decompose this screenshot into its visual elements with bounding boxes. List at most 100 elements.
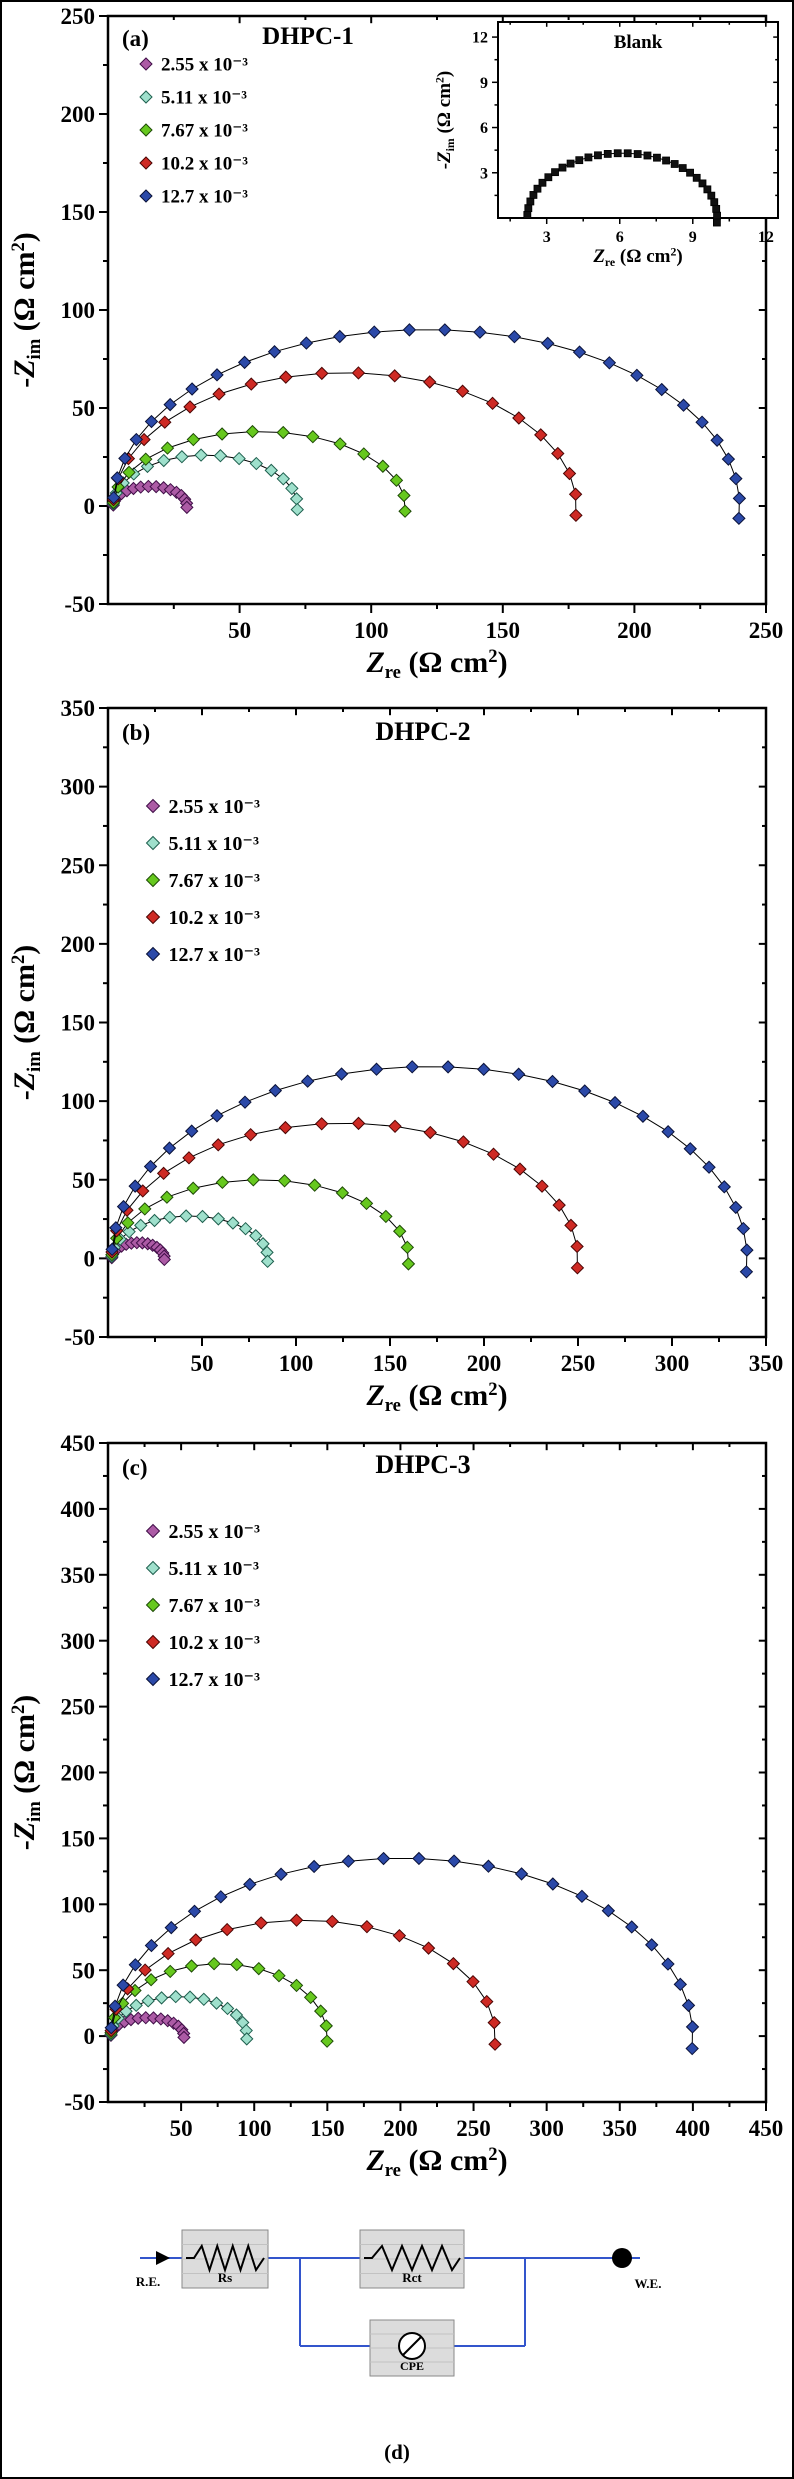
nyquist-plot-dhpc2: 50 100 150 200 250 300 350 -50 0 50 100 150 200 250 30… (8, 696, 783, 1416)
x-tick-label: 250 (749, 618, 784, 643)
data-marker-icon (570, 1239, 584, 1254)
y-tick-label: 250 (61, 853, 96, 878)
data-marker-icon (183, 400, 197, 414)
x-tick-label: 200 (383, 2116, 418, 2141)
data-marker-icon (129, 432, 144, 447)
data-marker-icon (526, 197, 535, 206)
data-marker-icon (238, 1221, 253, 1236)
y-tick-label: 350 (61, 696, 96, 721)
y-tick-label: 100 (61, 1089, 96, 1114)
axis-ticks (99, 707, 767, 1346)
data-marker-icon (186, 1181, 200, 1195)
data-marker-icon (369, 1062, 384, 1076)
resistor-rct: Rct (359, 2229, 465, 2289)
data-marker-icon (249, 456, 264, 471)
data-marker-icon (405, 1060, 419, 1074)
data-marker-icon (211, 1138, 225, 1152)
data-marker-icon (289, 1913, 304, 1927)
data-marker-icon (118, 451, 132, 466)
legend: 2.55 x 10⁻³ 5.11 x 10⁻³ 7.67 x 10⁻³ 10.2 x … (139, 55, 248, 208)
y-axis-label: -Zim (Ω cm2) (8, 945, 45, 1101)
data-marker-icon (661, 1125, 675, 1139)
y-tick-label: 200 (61, 1761, 96, 1786)
data-marker-icon (272, 1968, 286, 1983)
y-tick-label: -50 (64, 1325, 95, 1350)
y-tick-label: 50 (72, 1168, 95, 1193)
circuit: Rs Rct CPE R.E. W.E. (136, 2229, 661, 2377)
data-marker-icon (558, 163, 567, 172)
data-marker-icon (608, 1095, 622, 1110)
plot-frame (106, 706, 768, 1339)
data-marker-icon (566, 159, 575, 168)
data-marker-icon (400, 1240, 415, 1255)
data-marker-icon (278, 1120, 293, 1135)
data-marker-icon (154, 1991, 169, 2005)
data-marker-icon (351, 366, 366, 380)
x-tick-label: 3 (543, 229, 551, 246)
data-marker-icon (134, 1218, 148, 1233)
data-marker-icon (163, 1210, 177, 1225)
data-marker-icon (603, 150, 612, 158)
data-marker-icon (703, 185, 712, 194)
data-marker-icon (402, 323, 417, 337)
data-marker-icon (220, 2001, 235, 2016)
x-axis-label: Zre (Ω cm2) (365, 2144, 507, 2181)
x-tick-label: 100 (354, 618, 389, 643)
y-tick-label: 0 (84, 2024, 96, 2049)
data-marker-icon (678, 164, 687, 172)
data-marker-icon (466, 1974, 480, 1989)
data-marker-icon (207, 1956, 221, 1971)
data-marker-icon (546, 1877, 560, 1891)
data-marker-icon (285, 481, 299, 496)
data-marker-icon (740, 1243, 754, 1257)
x-tick-label: 9 (689, 229, 697, 246)
data-marker-icon (129, 1998, 143, 2013)
data-marker-icon (683, 1142, 697, 1156)
data-marker-icon (303, 1990, 318, 2005)
data-marker-icon (334, 1067, 349, 1081)
legend: 2.55 x 10⁻³ 5.11 x 10⁻³ 7.67 x 10⁻³ 10.2 x … (145, 1521, 261, 1691)
re-label: R.E. (136, 2274, 161, 2289)
data-marker-icon (387, 369, 402, 383)
x-tick-label: 450 (749, 2116, 784, 2141)
data-marker-icon (513, 1162, 527, 1176)
data-marker-icon (729, 471, 743, 486)
data-marker-icon (692, 173, 701, 182)
data-marker-icon (277, 1174, 292, 1188)
legend-label: 5.11 x 10⁻³ (169, 1558, 259, 1580)
resistor-rs: Rs (181, 2229, 269, 2289)
x-tick-label: 250 (456, 2116, 491, 2141)
data-marker-icon (710, 198, 719, 207)
x-tick-label: 50 (170, 2116, 193, 2141)
series-5 (106, 323, 747, 526)
axis-ticks (99, 1442, 767, 2111)
data-marker-icon (568, 487, 583, 501)
data-marker-icon (713, 211, 721, 220)
x-tick-label: 50 (228, 618, 251, 643)
panel-title: Blank (614, 32, 663, 53)
y-tick-label: 150 (61, 1826, 96, 1851)
data-marker-icon (601, 1904, 616, 1918)
data-marker-icon (185, 382, 199, 396)
data-marker-icon (158, 415, 172, 429)
legend-label: 10.2 x 10⁻³ (169, 1632, 261, 1654)
panel-corner-label: (b) (122, 720, 150, 745)
series-5 (105, 1060, 754, 1279)
data-marker-icon (177, 2030, 191, 2045)
resistor-rct-label: Rct (402, 2270, 422, 2285)
data-marker-icon (212, 387, 226, 401)
x-tick-label: 400 (676, 2116, 711, 2141)
x-tick-label: 12 (758, 229, 774, 246)
data-marker-icon (122, 465, 136, 480)
data-marker-icon (643, 151, 652, 160)
panel-title: DHPC-2 (375, 717, 470, 746)
nyquist-plot-dhpc1: 50 100 150 200 250 -50 0 50 100 150 200 250 Zre (Ω c… (8, 6, 784, 683)
panel-title: DHPC-1 (262, 23, 354, 50)
y-tick-label: 50 (72, 1958, 95, 1983)
data-marker-icon (138, 1963, 152, 1977)
resistor-zigzag-icon (186, 2242, 265, 2274)
legend-marker-icon (139, 189, 153, 203)
data-marker-icon (197, 1992, 211, 2007)
data-marker-icon (268, 1083, 283, 1098)
data-marker-icon (584, 153, 593, 162)
